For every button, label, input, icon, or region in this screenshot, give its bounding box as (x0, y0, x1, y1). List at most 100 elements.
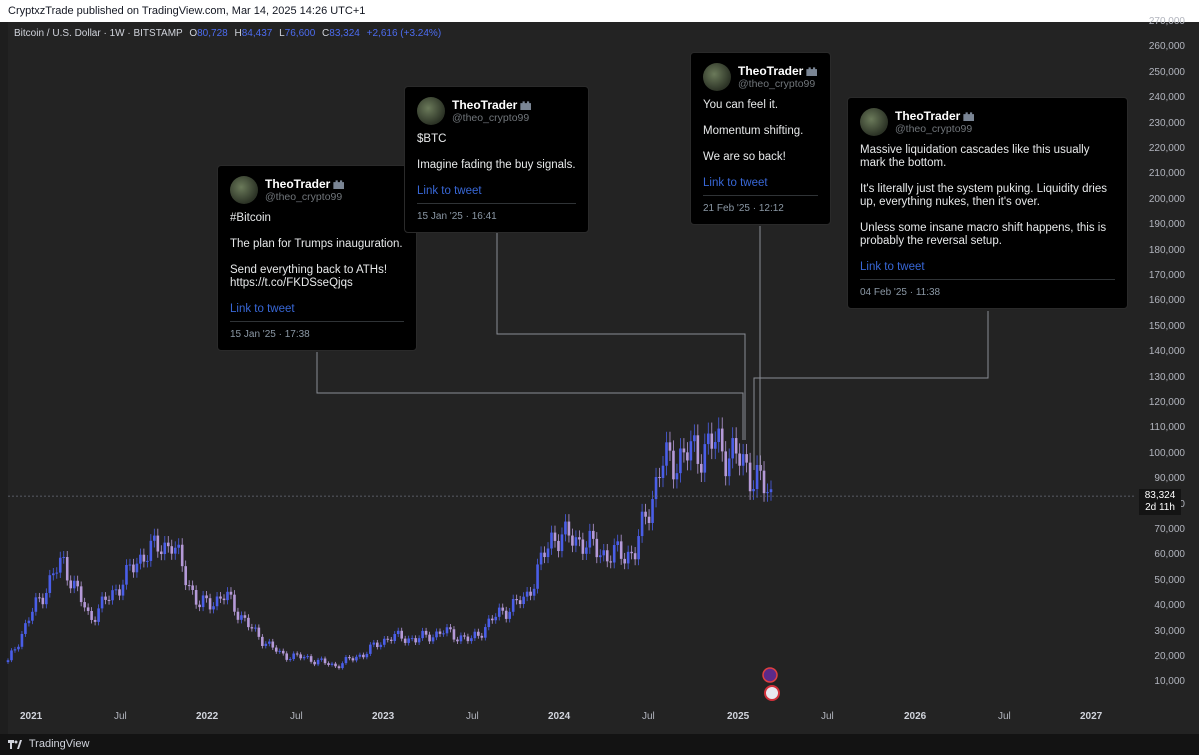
time-tick: 2025 (727, 711, 750, 722)
candle-body (348, 657, 351, 659)
candle-body (452, 629, 456, 640)
candle-body (497, 607, 501, 617)
candle-body (679, 448, 682, 474)
candle-body (581, 539, 585, 554)
candle-body (299, 654, 302, 659)
candle-body (431, 637, 435, 642)
candle-body (490, 618, 494, 621)
candle-body (571, 535, 574, 546)
candle-body (508, 611, 511, 619)
candle-body (250, 627, 254, 629)
candle-body (76, 580, 79, 587)
candle-body (369, 644, 372, 654)
candle-body (372, 642, 376, 645)
candle-body (438, 631, 442, 634)
candle-body (567, 521, 571, 536)
tweet-card[interactable]: TheoTrader @theo_crypto99 $BTC Imagine f… (404, 86, 589, 233)
change-value: +2,616 (+3.24%) (366, 28, 442, 39)
tweet-link[interactable]: Link to tweet (860, 261, 925, 273)
candle-body (208, 598, 212, 610)
tweet-card[interactable]: TheoTrader @theo_crypto99 You can feel i… (690, 52, 831, 225)
price-tick: 40,000 (1154, 600, 1185, 612)
candle-body (557, 540, 560, 552)
candle-body (215, 596, 219, 607)
candle-body (473, 631, 477, 639)
candle-body (689, 441, 693, 461)
tweet-date: 15 Jan '25 · 16:41 (417, 203, 576, 222)
candle-body (281, 650, 285, 654)
candle-body (529, 591, 532, 596)
candle-body (564, 521, 567, 535)
candle-body (166, 542, 170, 547)
candle-body (463, 635, 466, 637)
candle-body (421, 630, 424, 639)
candle-body (602, 550, 606, 556)
time-tick: Jul (466, 711, 479, 722)
time-tick: Jul (114, 711, 127, 722)
tweet-link[interactable]: Link to tweet (230, 303, 295, 315)
tweet-card[interactable]: TheoTrader @theo_crypto99 Massive liquid… (847, 97, 1128, 309)
candle-body (355, 656, 358, 661)
candle-body (288, 659, 292, 661)
candle-body (184, 566, 187, 586)
tweet-card[interactable]: TheoTrader @theo_crypto99 #Bitcoin The p… (217, 165, 417, 351)
candle-body (724, 451, 728, 477)
candle-body (449, 627, 452, 630)
tweet-link[interactable]: Link to tweet (417, 185, 482, 197)
tweet-date: 15 Jan '25 · 17:38 (230, 321, 404, 340)
candle-body (518, 600, 522, 605)
candle-body (240, 615, 243, 620)
candle-body (254, 627, 257, 629)
time-tick: 2026 (904, 711, 927, 722)
candle-body (592, 530, 595, 539)
tweet-link[interactable]: Link to tweet (703, 177, 768, 189)
time-tick: Jul (821, 711, 834, 722)
candle-body (243, 615, 247, 618)
tweet-date: 21 Feb '25 · 12:12 (703, 195, 818, 214)
footer-brand: TradingView (28, 738, 90, 750)
candle-body (706, 433, 710, 445)
candle-body (302, 656, 306, 659)
candle-body (194, 590, 198, 605)
low-value: 76,600 (284, 28, 316, 39)
candle-body (379, 644, 383, 648)
candle-body (612, 545, 616, 563)
candle-body (428, 634, 431, 642)
candle-body (229, 591, 233, 595)
candle-body (525, 591, 529, 597)
tweet-text: You can feel it. Momentum shifting. We a… (703, 99, 804, 163)
candle-body (187, 585, 191, 587)
candle-body (752, 489, 755, 492)
candle-body (651, 499, 654, 523)
publisher-bar: CryptxzTrade published on TradingView.co… (0, 0, 1199, 22)
tradingview-logo-icon (8, 739, 22, 749)
candle-body (55, 572, 59, 574)
candle-body (738, 453, 741, 466)
price-tick: 110,000 (1149, 422, 1185, 434)
castle-icon (963, 112, 975, 122)
candle-body (445, 627, 449, 634)
candle-body (619, 541, 623, 559)
open-value: 80,728 (197, 28, 228, 39)
candle-body (654, 477, 658, 500)
candle-body (435, 631, 438, 638)
candle-body (376, 642, 379, 648)
candle-body (313, 661, 316, 665)
candle-body (759, 465, 762, 471)
price-tick: 170,000 (1148, 270, 1185, 281)
candle-body (515, 599, 518, 601)
candle-body (173, 547, 177, 554)
price-axis[interactable] (1136, 22, 1199, 734)
candle-body (13, 649, 17, 651)
us-flag-event-icon[interactable] (764, 685, 780, 701)
candle-body (717, 428, 721, 443)
candle-body (748, 462, 752, 492)
candle-body (316, 659, 320, 665)
candle-body (494, 616, 498, 621)
candle-body (633, 553, 637, 560)
price-tick: 190,000 (1148, 219, 1185, 231)
candle-body (330, 663, 334, 665)
candle-body (609, 561, 613, 563)
candle-body (344, 657, 348, 664)
event-marker-icon[interactable] (762, 667, 778, 683)
